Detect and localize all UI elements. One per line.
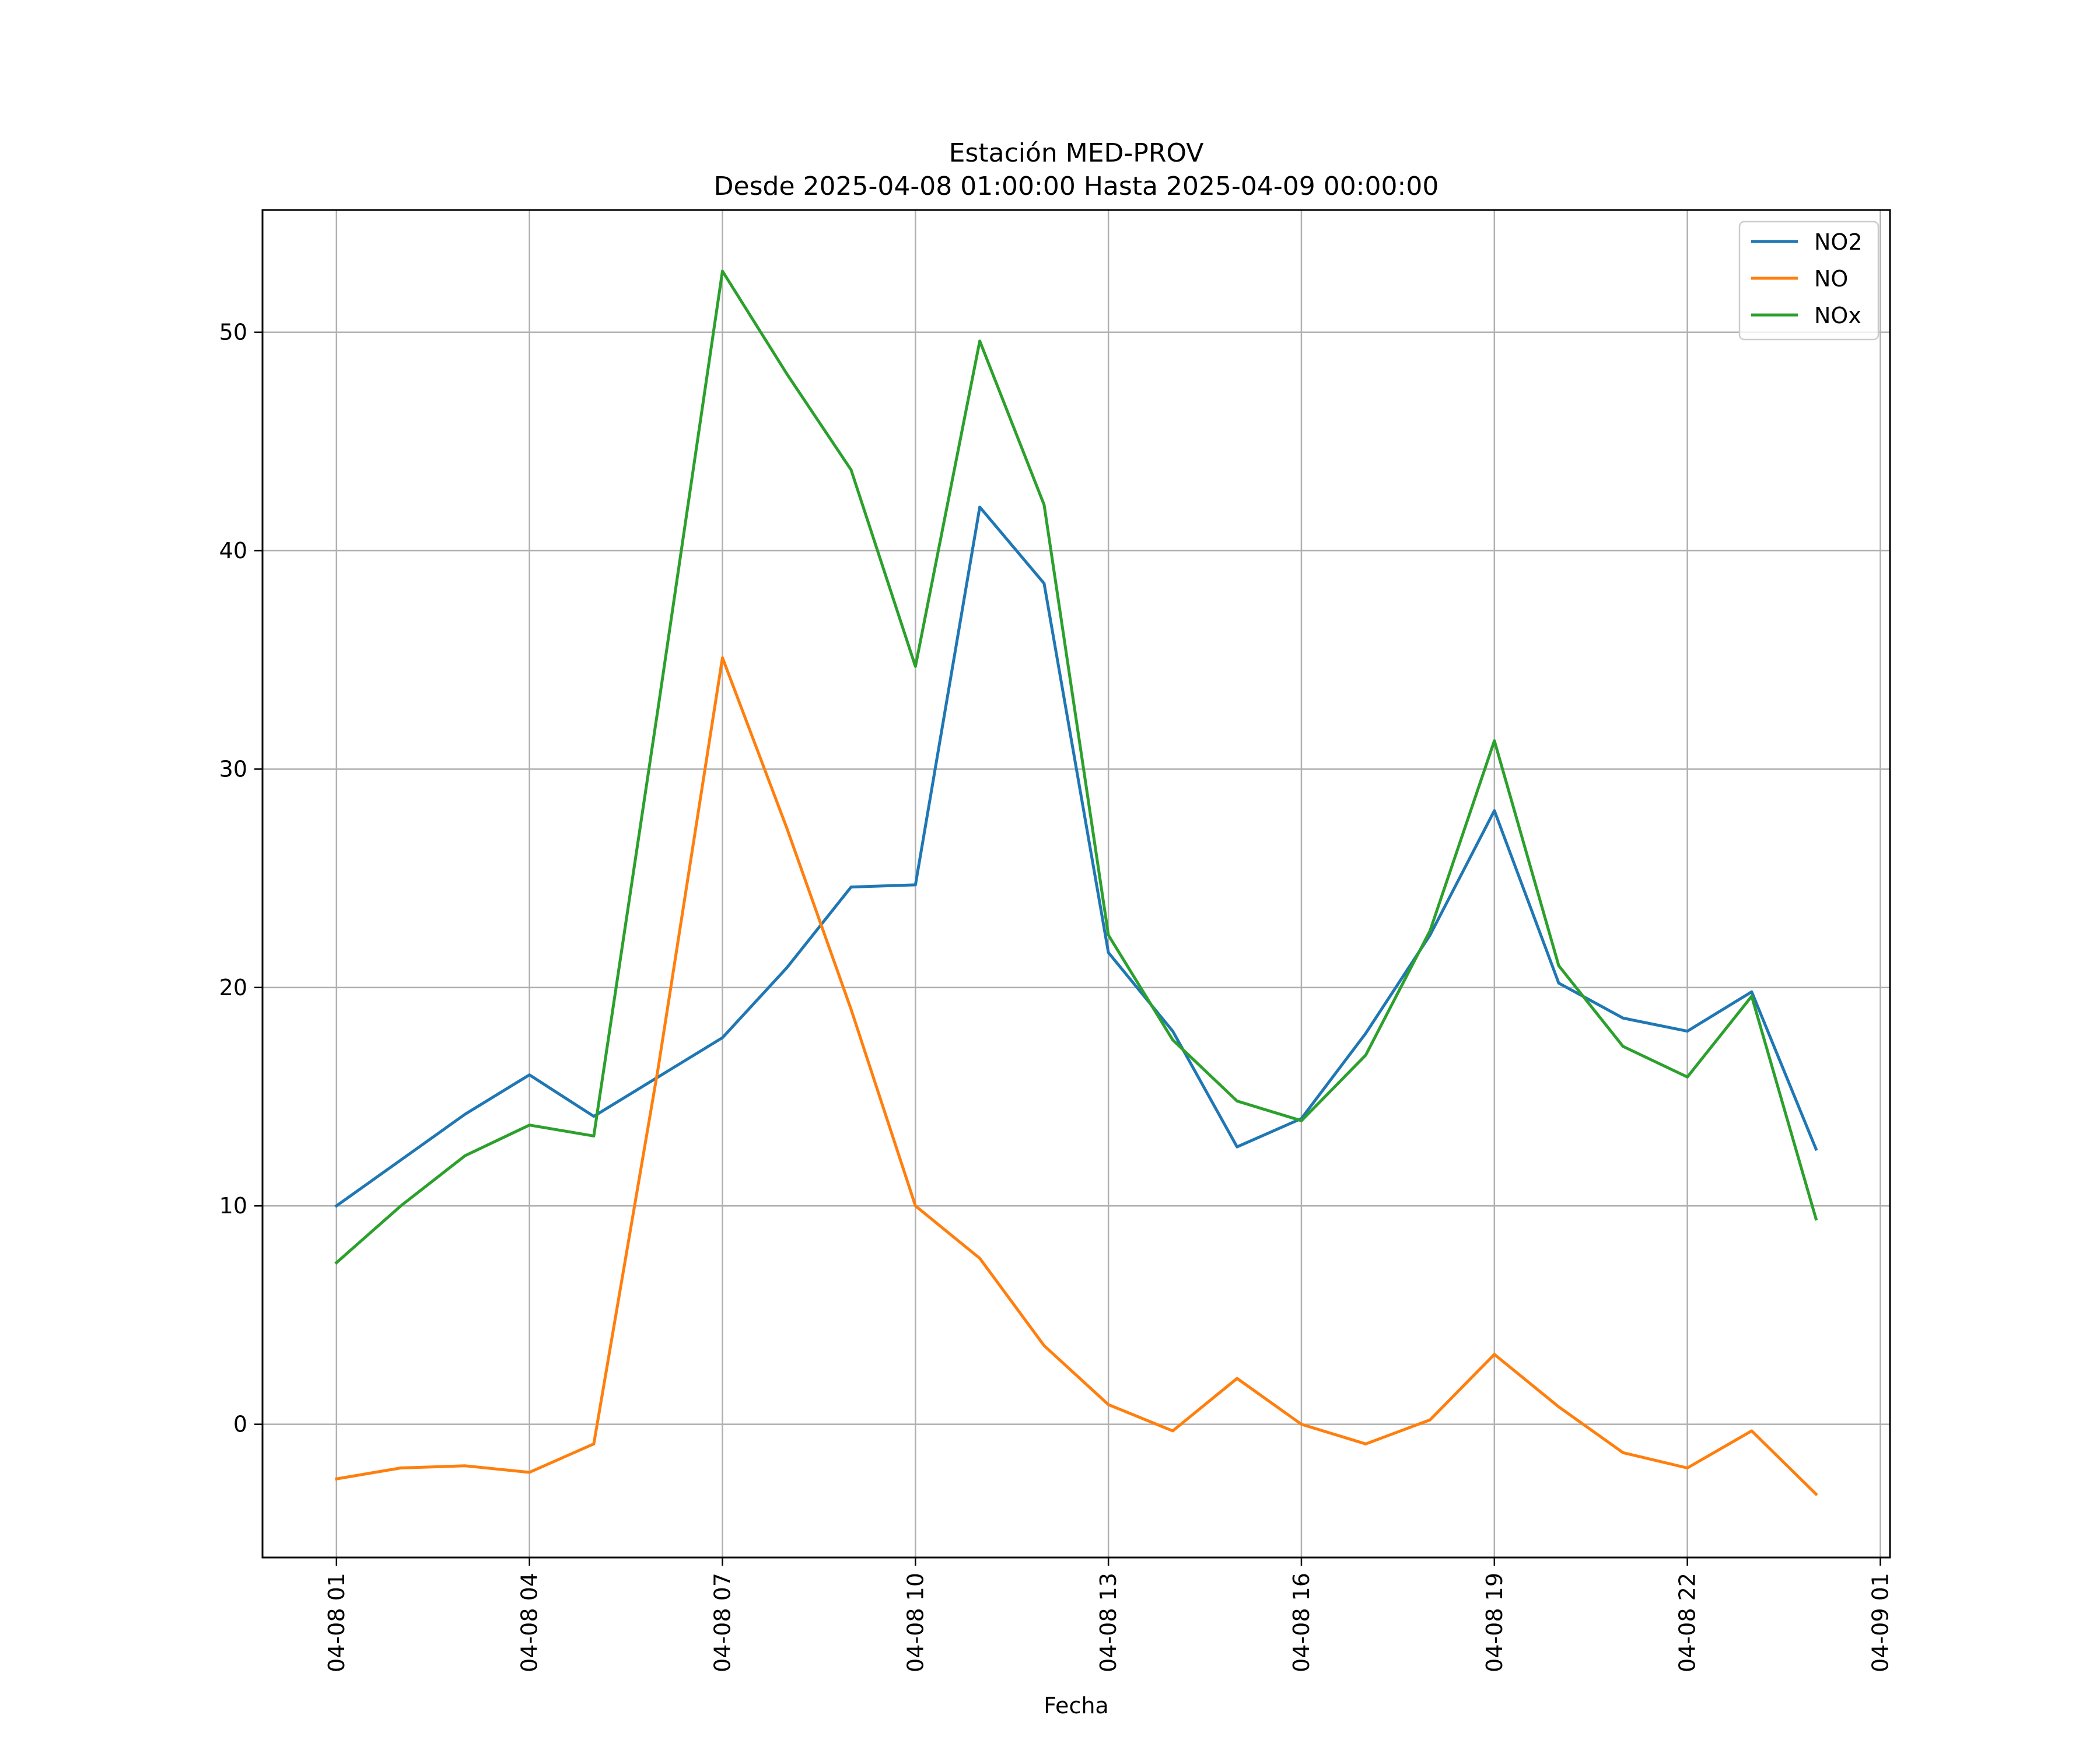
legend-box xyxy=(1738,220,1880,341)
y-tick-label: 20 xyxy=(219,975,247,1000)
x-tick-label: 04-08 22 xyxy=(1675,1573,1700,1672)
series-layer xyxy=(334,270,1818,1496)
chart-title: Estación MED-PROV xyxy=(949,138,1204,168)
y-tick-label: 50 xyxy=(219,320,247,345)
legend-label-no: NO xyxy=(1814,266,1848,292)
plot-frame xyxy=(261,209,1891,1559)
x-tick-label: 04-08 01 xyxy=(324,1573,349,1672)
y-tick-label: 0 xyxy=(233,1412,247,1437)
legend: NO2 NO NOx xyxy=(1738,220,1880,341)
x-tick-label: 04-08 10 xyxy=(902,1573,928,1672)
tick-layer: 0 10 20 30 40 50 04-08 01 04-08 04 04-08 07 04-08… xyxy=(219,320,1894,1672)
legend-label-no2: NO2 xyxy=(1814,229,1863,255)
y-tick-label: 10 xyxy=(219,1193,247,1219)
x-tick-label: 04-08 07 xyxy=(709,1573,735,1672)
x-tick-label: 04-09 01 xyxy=(1867,1573,1893,1672)
x-tick-label: 04-08 16 xyxy=(1289,1573,1314,1672)
x-tick-label: 04-08 13 xyxy=(1096,1573,1121,1672)
series-line-nox xyxy=(334,270,1818,1265)
x-tick-label: 04-08 04 xyxy=(517,1573,542,1672)
series-line-no2 xyxy=(334,505,1818,1208)
y-tick-label: 40 xyxy=(219,538,247,564)
series-line-no xyxy=(334,656,1818,1496)
y-tick-label: 30 xyxy=(219,756,247,782)
x-tick-label: 04-08 19 xyxy=(1482,1573,1507,1672)
x-axis-label: Fecha xyxy=(1044,1693,1108,1718)
legend-label-nox: NOx xyxy=(1814,303,1861,328)
chart-subtitle: Desde 2025-04-08 01:00:00 Hasta 2025-04-… xyxy=(714,172,1439,201)
